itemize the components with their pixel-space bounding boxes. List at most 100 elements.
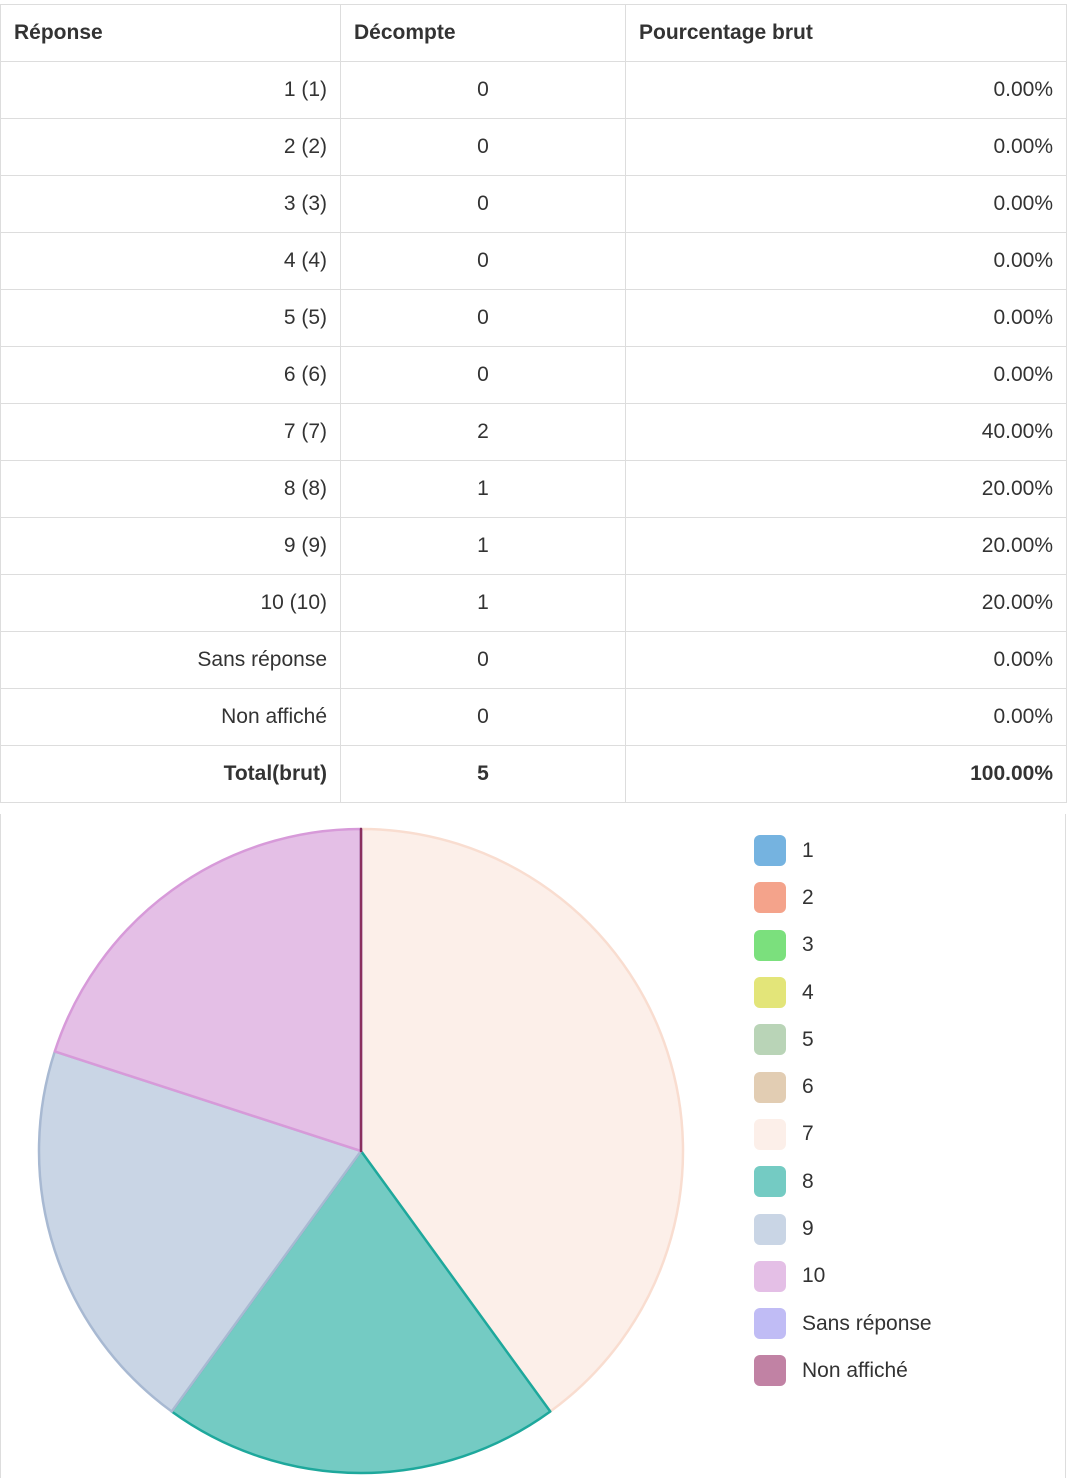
legend-swatch: [754, 977, 786, 1009]
response-percent: 20.00%: [625, 574, 1067, 632]
legend-item-5[interactable]: 5: [754, 1016, 932, 1063]
legend-swatch: [754, 1260, 786, 1292]
legend-item-10[interactable]: 10: [754, 1253, 932, 1300]
response-label: 2 (2): [0, 118, 341, 176]
response-label: Sans réponse: [0, 631, 341, 689]
legend-label: 9: [802, 1217, 814, 1241]
response-percent: 0.00%: [625, 688, 1067, 746]
table-header-row: Réponse Décompte Pourcentage brut: [0, 4, 1067, 62]
header-count: Décompte: [340, 4, 626, 62]
table-row: 7 (7) 2 40.00%: [0, 403, 1067, 461]
response-percent: 20.00%: [625, 517, 1067, 575]
response-count: 2: [340, 403, 626, 461]
legend-swatch: [754, 1166, 786, 1198]
pie-slice-7[interactable]: [359, 827, 685, 1413]
response-percent: 0.00%: [625, 118, 1067, 176]
legend-item-7[interactable]: 7: [754, 1111, 932, 1158]
response-count: 0: [340, 61, 626, 119]
response-percent: 0.00%: [625, 346, 1067, 404]
legend-item-2[interactable]: 2: [754, 874, 932, 921]
response-label: 8 (8): [0, 460, 341, 518]
pie-slice-10[interactable]: [53, 827, 363, 1153]
legend-label: 4: [802, 980, 814, 1004]
response-percent: 0.00%: [625, 61, 1067, 119]
results-table: Réponse Décompte Pourcentage brut 1 (1) …: [0, 4, 1067, 803]
table-row: 9 (9) 1 20.00%: [0, 517, 1067, 575]
legend-item-sans-r-ponse[interactable]: Sans réponse: [754, 1300, 932, 1347]
response-percent: 0.00%: [625, 289, 1067, 347]
legend-swatch: [754, 1024, 786, 1056]
legend-label: 10: [802, 1264, 826, 1288]
table-row: 1 (1) 0 0.00%: [0, 61, 1067, 119]
response-count: 0: [340, 118, 626, 176]
legend-label: 5: [802, 1027, 814, 1051]
response-percent: 20.00%: [625, 460, 1067, 518]
response-count: 1: [340, 460, 626, 518]
legend-swatch: [754, 1213, 786, 1245]
table-row: 5 (5) 0 0.00%: [0, 289, 1067, 347]
legend-swatch: [754, 1118, 786, 1150]
pie-chart-panel: 1 2 3 4 5 6 7 8 9 10 Sans réponse Non affiché: [0, 814, 1066, 1478]
response-label: 7 (7): [0, 403, 341, 461]
response-count: 1: [340, 574, 626, 632]
response-percent: 0.00%: [625, 175, 1067, 233]
header-response: Réponse: [0, 4, 341, 62]
response-count: 0: [340, 289, 626, 347]
response-count: 0: [340, 631, 626, 689]
legend-label: Sans réponse: [802, 1311, 932, 1335]
response-percent: 0.00%: [625, 232, 1067, 290]
legend-swatch: [754, 1355, 786, 1387]
legend-label: 1: [802, 838, 814, 862]
total-label: Total(brut): [0, 745, 341, 803]
pie-slice-8[interactable]: [170, 1149, 552, 1475]
total-row: Total(brut) 5 100.00%: [0, 745, 1067, 803]
response-label: 6 (6): [0, 346, 341, 404]
legend-swatch: [754, 1071, 786, 1103]
pie-chart: [37, 827, 685, 1475]
results-panel: Réponse Décompte Pourcentage brut 1 (1) …: [0, 4, 1067, 803]
legend-swatch: [754, 882, 786, 914]
table-row: 8 (8) 1 20.00%: [0, 460, 1067, 518]
response-label: 3 (3): [0, 175, 341, 233]
legend-swatch: [754, 1308, 786, 1340]
header-percent: Pourcentage brut: [625, 4, 1067, 62]
response-count: 0: [340, 688, 626, 746]
response-percent: 0.00%: [625, 631, 1067, 689]
total-percent: 100.00%: [625, 745, 1067, 803]
table-row: 6 (6) 0 0.00%: [0, 346, 1067, 404]
legend-label: Non affiché: [802, 1358, 908, 1382]
table-row: Sans réponse 0 0.00%: [0, 631, 1067, 689]
legend-label: 2: [802, 885, 814, 909]
response-label: 4 (4): [0, 232, 341, 290]
legend-item-9[interactable]: 9: [754, 1205, 932, 1252]
table-row: 10 (10) 1 20.00%: [0, 574, 1067, 632]
legend-item-1[interactable]: 1: [754, 827, 932, 874]
response-count: 0: [340, 232, 626, 290]
table-row: 2 (2) 0 0.00%: [0, 118, 1067, 176]
response-label: 5 (5): [0, 289, 341, 347]
response-count: 1: [340, 517, 626, 575]
legend-label: 7: [802, 1122, 814, 1146]
total-count: 5: [340, 745, 626, 803]
response-label: Non affiché: [0, 688, 341, 746]
table-row: Non affiché 0 0.00%: [0, 688, 1067, 746]
legend-label: 3: [802, 933, 814, 957]
legend-item-non-affich-[interactable]: Non affiché: [754, 1347, 932, 1394]
response-count: 0: [340, 346, 626, 404]
response-label: 10 (10): [0, 574, 341, 632]
legend-swatch: [754, 929, 786, 961]
table-row: 3 (3) 0 0.00%: [0, 175, 1067, 233]
legend-label: 8: [802, 1169, 814, 1193]
response-count: 0: [340, 175, 626, 233]
legend-item-3[interactable]: 3: [754, 922, 932, 969]
pie-slice-9[interactable]: [37, 1050, 363, 1413]
table-row: 4 (4) 0 0.00%: [0, 232, 1067, 290]
response-label: 9 (9): [0, 517, 341, 575]
legend-swatch: [754, 835, 786, 867]
response-label: 1 (1): [0, 61, 341, 119]
legend-item-8[interactable]: 8: [754, 1158, 932, 1205]
response-percent: 40.00%: [625, 403, 1067, 461]
legend-item-4[interactable]: 4: [754, 969, 932, 1016]
legend-item-6[interactable]: 6: [754, 1063, 932, 1110]
chart-legend: 1 2 3 4 5 6 7 8 9 10 Sans réponse Non affiché: [754, 827, 932, 1395]
